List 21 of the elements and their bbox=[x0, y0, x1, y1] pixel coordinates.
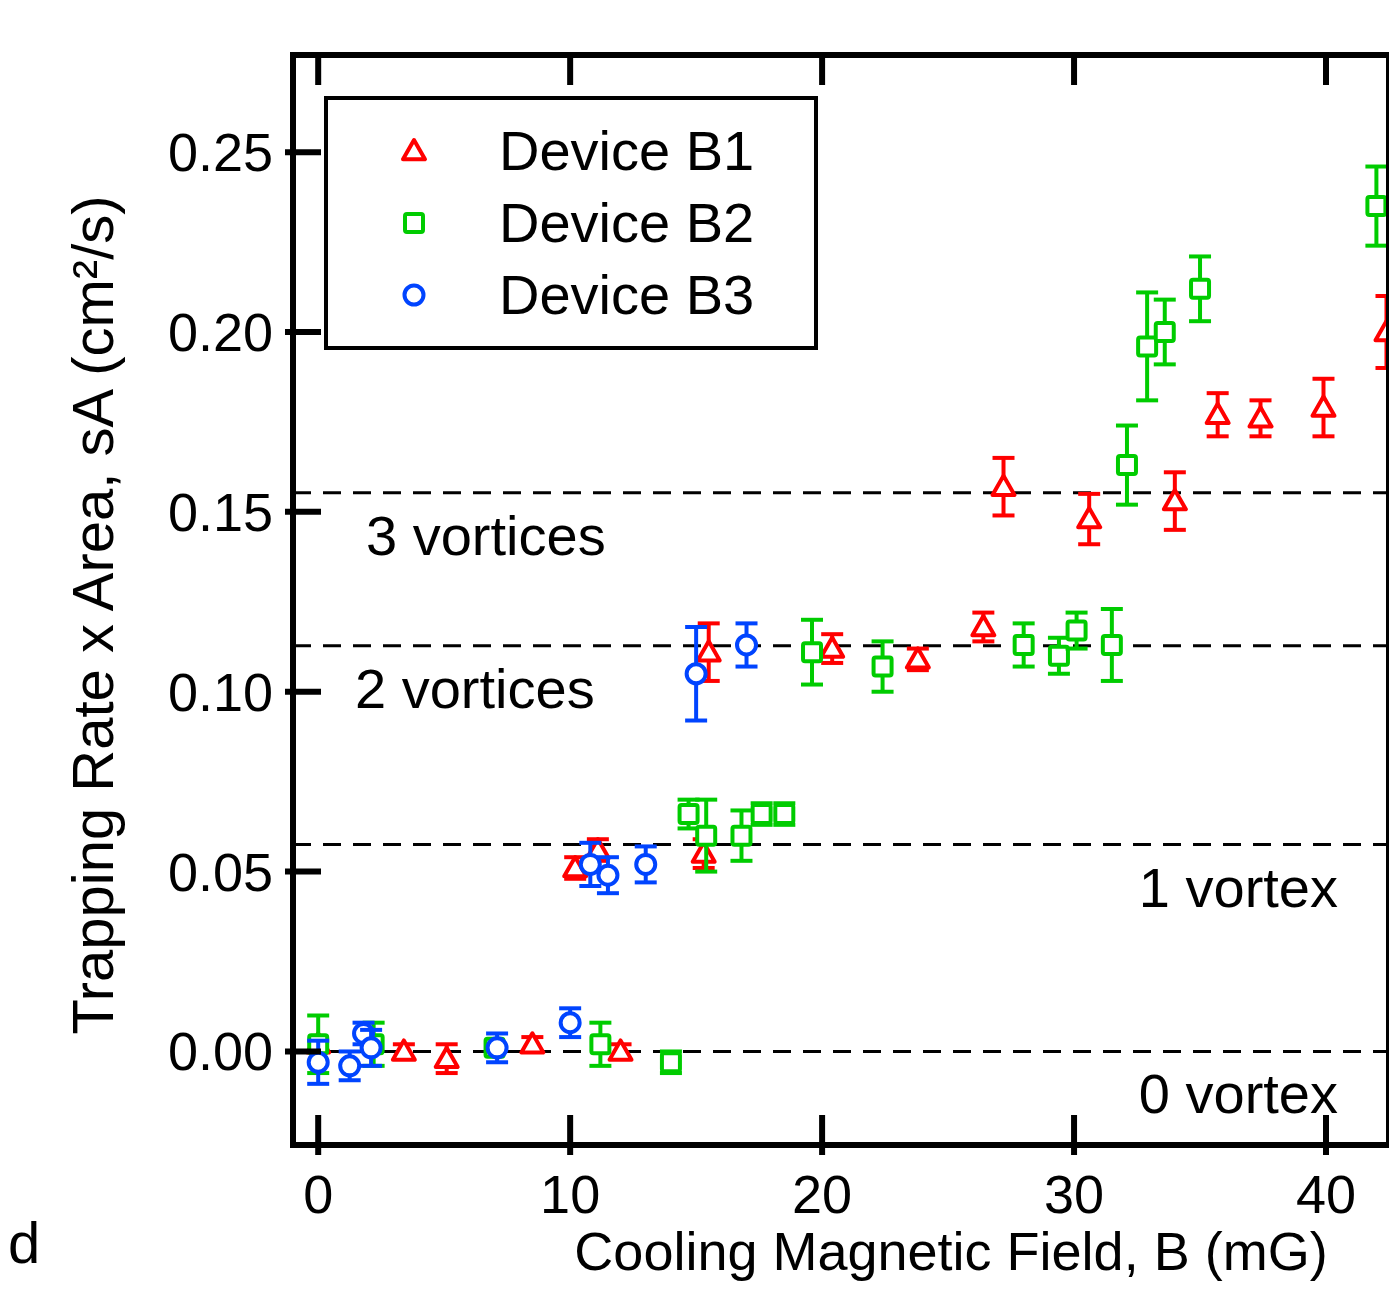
ref-line-label: 3 vortices bbox=[366, 503, 606, 567]
x-tick-label: 20 bbox=[792, 1164, 853, 1224]
ref-line-label: 0 vortex bbox=[1138, 1062, 1338, 1126]
y-axis-title: Trapping Rate x Area, sA (cm²/s) bbox=[60, 195, 125, 1035]
text: d bbox=[8, 1210, 41, 1275]
x-tick-label: 0 bbox=[303, 1164, 334, 1224]
y-tick-label: 0.25 bbox=[167, 122, 273, 183]
legend-label: Device B3 bbox=[499, 263, 755, 326]
y-tick-label: 0.15 bbox=[167, 481, 273, 542]
legend-label: Device B1 bbox=[499, 119, 755, 182]
x-tick-label: 10 bbox=[540, 1164, 601, 1224]
y-tick-label: 0.20 bbox=[167, 302, 273, 362]
ref-line-label: 2 vortices bbox=[355, 656, 595, 720]
x-axis-title: Cooling Magnetic Field, B (mG) bbox=[574, 1221, 1328, 1281]
legend-label: Device B2 bbox=[499, 191, 755, 254]
x-tick-label: 30 bbox=[1044, 1164, 1105, 1224]
y-tick-label: 0.10 bbox=[167, 661, 273, 722]
y-tick-label: 0.05 bbox=[167, 841, 273, 902]
ref-line-label: 1 vortex bbox=[1138, 855, 1338, 919]
y-tick-label: 0.00 bbox=[167, 1021, 273, 1082]
x-tick-label: 40 bbox=[1295, 1164, 1357, 1224]
